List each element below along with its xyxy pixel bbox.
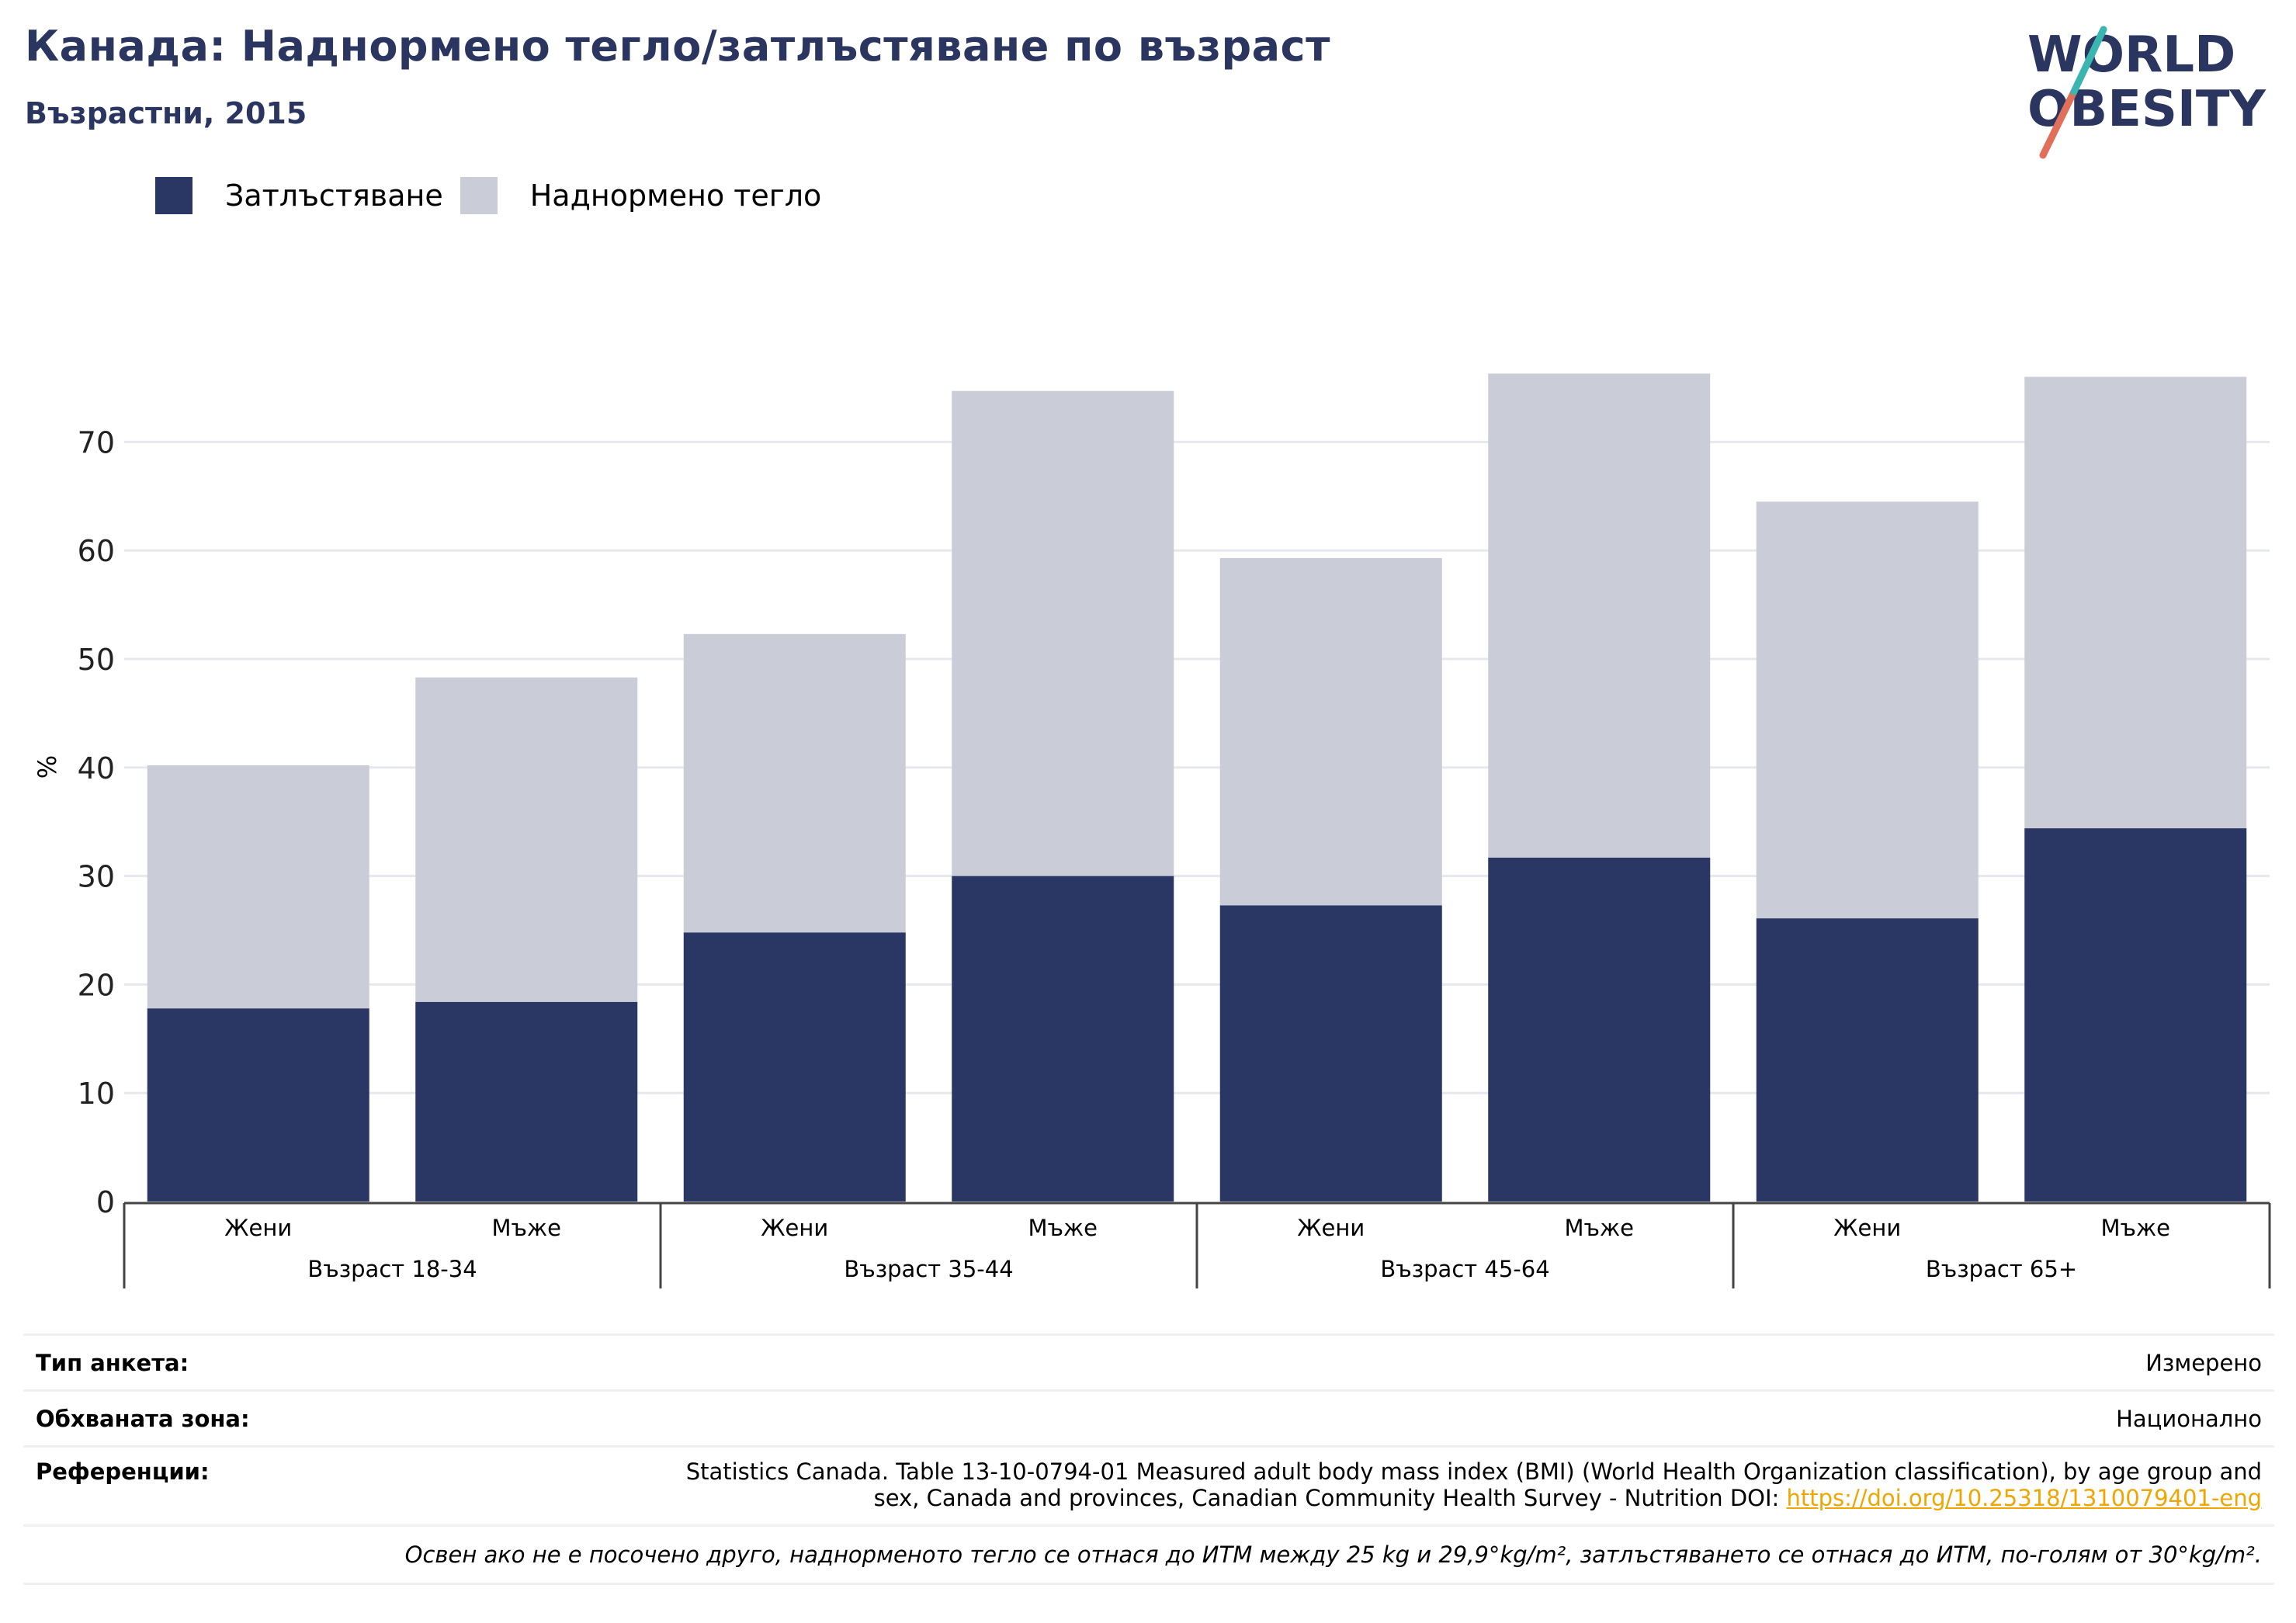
survey-type-value: Измерено [2145,1349,2262,1376]
bar-overweight [2024,376,2247,829]
bar-overweight [1219,557,1442,906]
references-line-2-text: sex, Canada and provinces, Canadian Comm… [873,1485,1787,1511]
legend-label-obesity: Затлъстяване [225,179,443,213]
x-tick-label: Жени [224,1215,292,1241]
bar-obesity [952,876,1174,1202]
bar-overweight [415,677,638,1002]
y-tick-label: 60 [78,534,115,568]
references-value: Statistics Canada. Table 13-10-0794-01 M… [686,1458,2274,1524]
footer-row-coverage: Обхваната зона: Национално [23,1389,2274,1445]
x-tick-label: Жени [1833,1215,1901,1241]
logo-text-world: WORLD [2027,26,2235,84]
x-tick-label: Жени [761,1215,828,1241]
references-line-2: sex, Canada and provinces, Canadian Comm… [686,1485,2262,1511]
footer-row-survey-type: Тип анкета: Измерено [23,1333,2274,1389]
y-tick-label: 70 [78,425,115,460]
y-tick-label: 30 [78,860,115,894]
x-group-label: Възраст 65+ [1926,1256,2077,1282]
legend-item-overweight: Наднормено тегло [460,177,822,214]
bar-overweight [147,765,369,1009]
bar-obesity [415,1001,638,1202]
chart-subtitle: Възрастни, 2015 [25,96,307,130]
coverage-label: Обхваната зона: [36,1405,250,1432]
bar-obesity [2024,828,2247,1202]
x-tick-label: Мъже [1028,1215,1098,1241]
legend-item-obesity: Затлъстяване [155,177,443,214]
bar-overweight [683,633,906,933]
logo-slash-teal-icon [2070,26,2107,95]
logo-slash-red-icon [2039,88,2078,159]
footer-note: Освен ако не е посочено друго, наднормен… [404,1542,2262,1568]
x-tick-label: Мъже [2101,1215,2170,1241]
footer-row-note: Освен ако не е посочено друго, наднормен… [23,1524,2274,1585]
legend-swatch-overweight [460,177,498,214]
y-tick-label: 0 [96,1185,115,1219]
x-group-label: Възраст 45-64 [1380,1256,1549,1282]
bar-obesity [147,1008,369,1202]
x-group-label: Възраст 18-34 [307,1256,477,1282]
coverage-value: Национално [2116,1405,2262,1432]
legend-swatch-obesity [155,177,192,214]
bar-overweight [1488,373,1711,858]
x-tick-label: Жени [1297,1215,1365,1241]
y-tick-label: 50 [78,643,115,677]
bar-obesity [1756,918,1979,1202]
chart-legend: Затлъстяване Наднормено тегло [155,177,838,214]
survey-type-label: Тип анкета: [36,1349,189,1376]
chart-footer: Тип анкета: Измерено Обхваната зона: Нац… [23,1333,2274,1585]
chart-title: Канада: Наднормено тегло/затлъстяване по… [25,22,1330,71]
references-doi-link[interactable]: https://doi.org/10.25318/1310079401-eng [1786,1485,2262,1511]
y-axis-label: % [33,755,62,779]
footer-row-references: Референции: Statistics Canada. Table 13-… [23,1445,2274,1524]
x-tick-label: Мъже [492,1215,561,1241]
y-tick-label: 10 [78,1077,115,1111]
bar-overweight [952,390,1174,876]
legend-label-overweight: Наднормено тегло [529,179,822,213]
world-obesity-logo: WORLD OBESITY [2027,26,2266,159]
y-tick-label: 40 [78,751,115,785]
bar-obesity [683,932,906,1202]
x-tick-label: Мъже [1565,1215,1634,1241]
bar-chart: 0 10 20 30 40 50 60 70% Жени Мъже Жени Мъже Жени Мъже… [33,373,2271,1288]
references-label: Референции: [36,1458,210,1485]
bar-obesity [1488,857,1711,1202]
bar-overweight [1756,501,1979,919]
references-line-1: Statistics Canada. Table 13-10-0794-01 M… [685,1458,2262,1485]
x-group-label: Възраст 35-44 [844,1256,1013,1282]
bar-obesity [1219,905,1442,1202]
y-tick-label: 20 [78,968,115,1002]
